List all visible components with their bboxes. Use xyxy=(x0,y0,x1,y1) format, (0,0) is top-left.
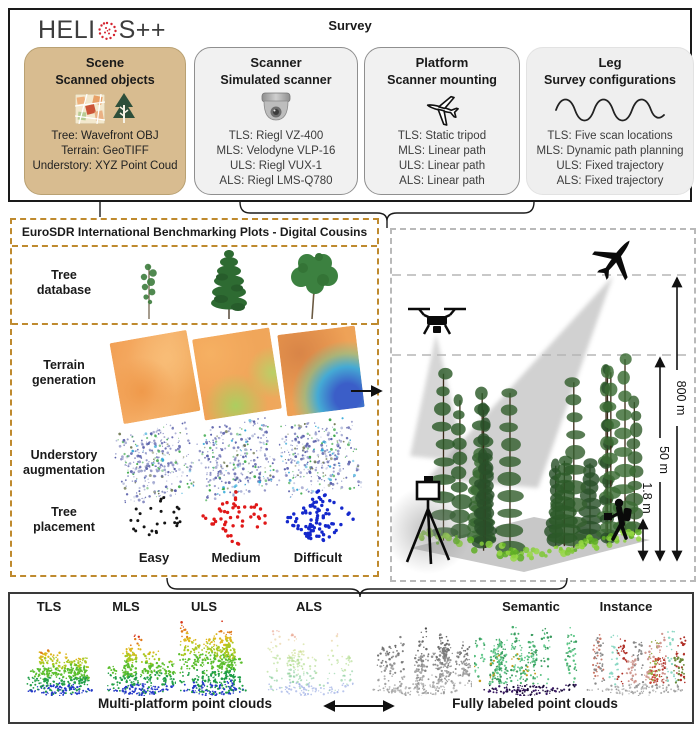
caption-multi-platform: Multi-platform point clouds xyxy=(98,696,272,711)
cloud-label-tls: TLS xyxy=(36,599,62,614)
forest-illustration xyxy=(410,353,650,572)
dashed-separator xyxy=(12,245,377,247)
drone-icon xyxy=(408,307,466,335)
dome-camera-icon xyxy=(261,92,291,121)
pointcloud-als xyxy=(266,629,354,696)
scene-subtitle: Scanned objects xyxy=(55,73,155,87)
cousins-title: EuroSDR International Benchmarking Plots… xyxy=(21,225,368,239)
platform-line: MLS: Linear path xyxy=(398,145,486,157)
scene-title: Scene xyxy=(85,55,125,70)
scene-line: Terrain: GeoTIFF xyxy=(61,145,149,157)
cousins-panel: EuroSDR International Benchmarking Plots… xyxy=(10,218,379,577)
survey-panel: HELI S++ Survey Scene Scanned objects xyxy=(8,8,694,202)
scene-line: Understory: XYZ Point Coud xyxy=(32,160,178,172)
helios-logo: HELI S++ xyxy=(38,16,166,45)
airplane-outline-icon xyxy=(426,95,459,126)
difficulty-label-medium: Medium xyxy=(211,550,261,565)
platform-subtitle: Scanner mounting xyxy=(387,73,497,87)
platform-line: TLS: Static tripod xyxy=(397,130,487,142)
leg-title: Leg xyxy=(598,55,622,70)
scanner-subtitle: Simulated scanner xyxy=(220,73,332,87)
platform-line: ALS: Linear path xyxy=(399,175,485,187)
scanner-line: MLS: Velodyne VLP-16 xyxy=(216,145,336,157)
scanner-line: ALS: Riegl LMS-Q780 xyxy=(219,175,333,187)
platform-line: ULS: Linear path xyxy=(398,160,486,172)
difficulty-label-easy: Easy xyxy=(138,550,170,565)
tree-thumb-3 xyxy=(291,253,338,320)
wave-icon xyxy=(555,98,665,122)
dashed-separator xyxy=(12,323,377,325)
leg-line: TLS: Five scan locations xyxy=(547,130,673,142)
row-label-tree-database: Tree database xyxy=(36,268,92,297)
row-label-tree-placement: Tree placement xyxy=(33,505,95,534)
pointcloud-unlabeled xyxy=(372,627,472,696)
logo-scan-icon xyxy=(97,21,117,40)
placement-scatter-medium xyxy=(201,490,267,546)
difficulty-label-difficult: Difficult xyxy=(293,550,343,565)
leg-line: ALS: Fixed trajectory xyxy=(556,175,664,187)
leg-subtitle: Survey configurations xyxy=(544,73,676,87)
surveyor-person-icon xyxy=(604,498,632,541)
logo-text-left: HELI xyxy=(38,16,96,44)
cloud-label-als: ALS xyxy=(296,599,322,614)
scene-illustration: 800 m 50 m 1.8 m xyxy=(392,240,690,574)
survey-title: Survey xyxy=(328,18,372,33)
output-panel: TLS MLS ULS ALS Semantic Instance Multi-… xyxy=(8,592,694,724)
scene-line: Tree: Wavefront OBJ xyxy=(51,130,159,142)
caption-fully-labeled: Fully labeled point clouds xyxy=(452,696,618,711)
pointcloud-instance xyxy=(586,630,687,696)
distance-label-50m: 50 m xyxy=(657,446,671,474)
scanner-box: Scanner Simulated scanner TLS: Riegl V xyxy=(194,47,358,195)
leg-box: Leg Survey configurations TLS: Five scan… xyxy=(526,47,694,195)
logo-text-right: S++ xyxy=(118,16,166,44)
cloud-label-semantic: Semantic xyxy=(502,599,560,614)
leg-line: MLS: Dynamic path planning xyxy=(536,145,684,157)
scene-box: Scene Scanned objects xyxy=(24,47,186,195)
pointcloud-uls xyxy=(178,620,247,696)
scene-panel: 800 m 50 m 1.8 m xyxy=(390,228,696,582)
understory-scatter-2 xyxy=(196,417,281,502)
scanner-line: ULS: Riegl VUX-1 xyxy=(229,160,323,172)
row-label-understory-augmentation: Understory augmentation xyxy=(23,448,105,477)
distance-label-1-8m: 1.8 m xyxy=(640,482,654,513)
pointcloud-semantic xyxy=(474,625,578,696)
understory-scatter-1 xyxy=(114,421,195,504)
pointcloud-tls xyxy=(26,649,93,696)
scanner-title: Scanner xyxy=(250,55,302,70)
placement-scatter-easy xyxy=(129,496,182,537)
tree-thumb-1 xyxy=(140,263,157,319)
placement-scatter-difficult xyxy=(285,489,355,543)
understory-scatter-3 xyxy=(278,417,363,498)
tree-icon xyxy=(112,93,135,123)
terrain-thumb-1 xyxy=(109,329,201,425)
distance-label-800m: 800 m xyxy=(674,381,688,416)
scanner-line: TLS: Riegl VZ-400 xyxy=(228,130,324,142)
tree-thumb-2 xyxy=(211,250,247,319)
cloud-label-instance: Instance xyxy=(599,599,653,614)
terrain-thumb-2 xyxy=(192,327,282,421)
airplane-scan-cone xyxy=(428,276,613,488)
leg-line: ULS: Fixed trajectory xyxy=(556,160,664,172)
terrain-thumb-3 xyxy=(277,325,365,417)
row-label-terrain-generation: Terrain generation xyxy=(32,358,96,387)
map-icon xyxy=(74,94,105,124)
cloud-label-uls: ULS xyxy=(191,599,217,614)
platform-box: Platform Scanner mounting TLS: Static tr… xyxy=(364,47,520,195)
pointcloud-mls xyxy=(106,634,176,696)
cloud-label-mls: MLS xyxy=(112,599,140,614)
airplane-icon xyxy=(592,240,630,281)
platform-title: Platform xyxy=(415,55,469,70)
tripod-scanner-icon xyxy=(405,476,451,565)
